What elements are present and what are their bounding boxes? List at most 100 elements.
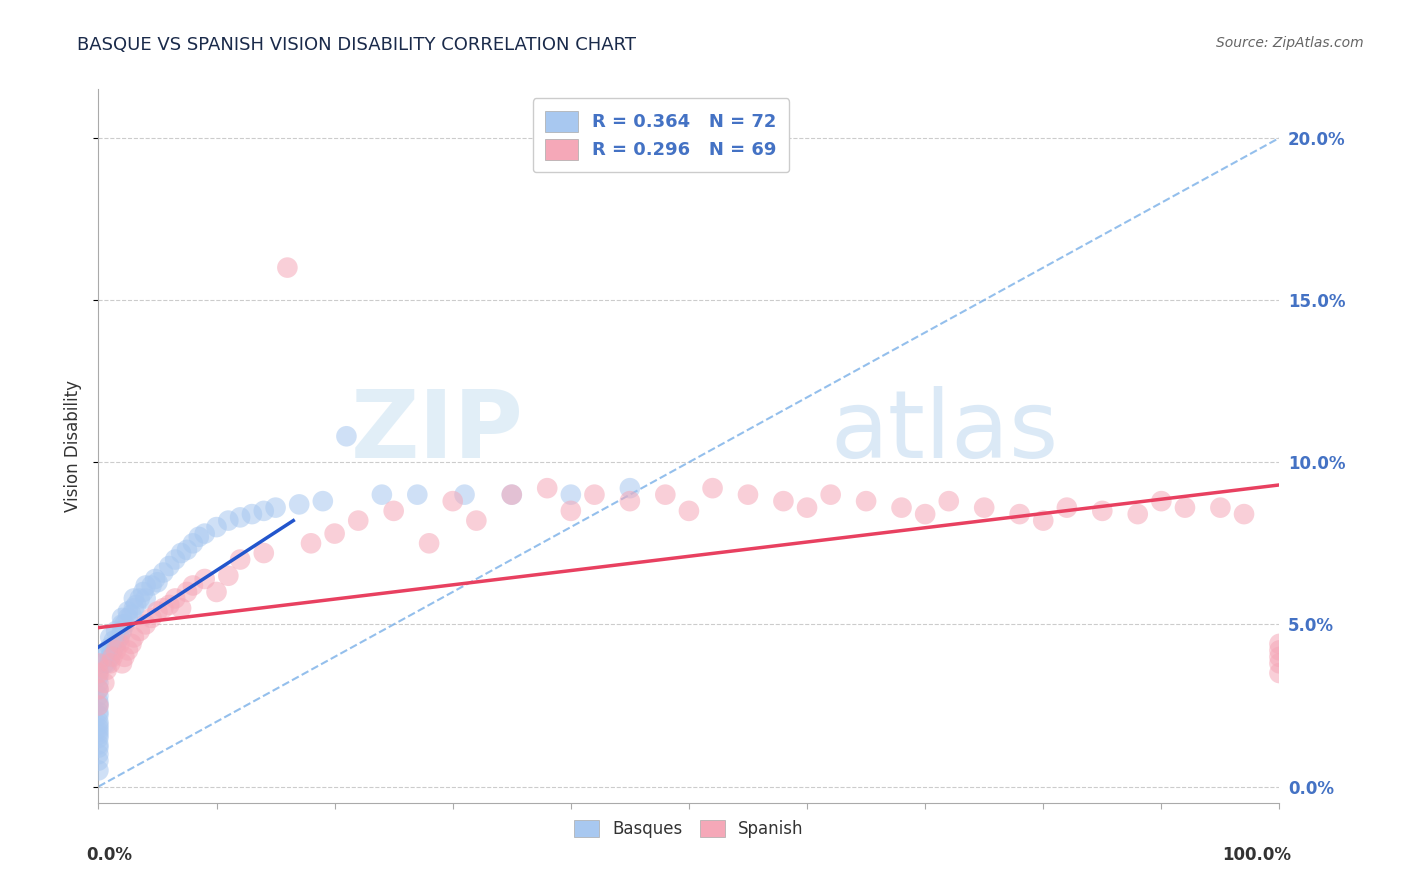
Point: [117, 643, 139, 657]
Point: [347, 514, 370, 528]
Point: [97, 643, 120, 657]
Point: [87, 666, 110, 681]
Point: [87, 721, 110, 735]
Point: [217, 514, 239, 528]
Point: [143, 572, 166, 586]
Point: [240, 507, 263, 521]
Point: [112, 617, 135, 632]
Point: [111, 624, 134, 638]
Point: [108, 631, 131, 645]
Point: [170, 601, 193, 615]
Point: [796, 500, 818, 515]
Point: [87, 718, 110, 732]
Point: [135, 578, 157, 592]
Point: [132, 585, 155, 599]
Point: [87, 695, 110, 709]
Point: [93, 657, 115, 671]
Point: [264, 500, 287, 515]
Point: [87, 682, 110, 697]
Point: [87, 731, 110, 745]
Point: [453, 488, 475, 502]
Point: [87, 740, 110, 755]
Point: [128, 591, 150, 606]
Point: [98, 640, 121, 654]
Text: atlas: atlas: [831, 385, 1059, 478]
Point: [87, 698, 110, 713]
Point: [536, 481, 558, 495]
Point: [128, 624, 150, 638]
Point: [117, 611, 139, 625]
Point: [176, 542, 198, 557]
Point: [205, 520, 228, 534]
Point: [418, 536, 440, 550]
Text: ZIP: ZIP: [350, 385, 523, 478]
Point: [96, 657, 118, 671]
Point: [1174, 500, 1197, 515]
Point: [335, 429, 357, 443]
Point: [299, 536, 322, 550]
Point: [146, 604, 169, 618]
Point: [1209, 500, 1232, 515]
Point: [152, 566, 174, 580]
Point: [87, 764, 110, 778]
Point: [1150, 494, 1173, 508]
Point: [87, 669, 110, 683]
Point: [157, 559, 180, 574]
Point: [87, 657, 110, 671]
Point: [501, 488, 523, 502]
Point: [217, 568, 239, 582]
Point: [122, 601, 145, 615]
Point: [87, 728, 110, 742]
Point: [276, 260, 298, 275]
Point: [465, 514, 488, 528]
Point: [205, 585, 228, 599]
Point: [96, 663, 118, 677]
Point: [914, 507, 936, 521]
Point: [501, 488, 523, 502]
Point: [87, 682, 110, 697]
Point: [1126, 507, 1149, 521]
Point: [111, 657, 134, 671]
Point: [312, 494, 335, 508]
Point: [165, 591, 187, 606]
Point: [441, 494, 464, 508]
Text: 100.0%: 100.0%: [1222, 846, 1291, 863]
Point: [141, 578, 163, 592]
Point: [406, 488, 429, 502]
Point: [152, 601, 174, 615]
Point: [87, 663, 110, 677]
Point: [117, 604, 139, 618]
Text: BASQUE VS SPANISH VISION DISABILITY CORRELATION CHART: BASQUE VS SPANISH VISION DISABILITY CORR…: [77, 36, 637, 54]
Point: [108, 637, 131, 651]
Point: [1268, 649, 1291, 664]
Point: [125, 598, 148, 612]
Point: [141, 611, 163, 625]
Point: [101, 643, 124, 657]
Y-axis label: Vision Disability: Vision Disability: [65, 380, 83, 512]
Point: [87, 747, 110, 761]
Point: [820, 488, 842, 502]
Point: [194, 526, 217, 541]
Point: [229, 510, 252, 524]
Point: [1032, 514, 1054, 528]
Point: [111, 611, 134, 625]
Point: [165, 552, 187, 566]
Point: [105, 637, 128, 651]
Point: [323, 526, 346, 541]
Point: [87, 738, 110, 752]
Point: [98, 649, 121, 664]
Point: [105, 624, 128, 638]
Point: [181, 578, 204, 592]
Point: [111, 617, 134, 632]
Point: [87, 724, 110, 739]
Point: [1091, 504, 1114, 518]
Point: [121, 607, 143, 622]
Point: [229, 552, 252, 566]
Point: [122, 631, 145, 645]
Point: [87, 698, 110, 713]
Point: [560, 488, 582, 502]
Point: [583, 488, 606, 502]
Point: [181, 536, 204, 550]
Point: [103, 633, 125, 648]
Point: [105, 643, 128, 657]
